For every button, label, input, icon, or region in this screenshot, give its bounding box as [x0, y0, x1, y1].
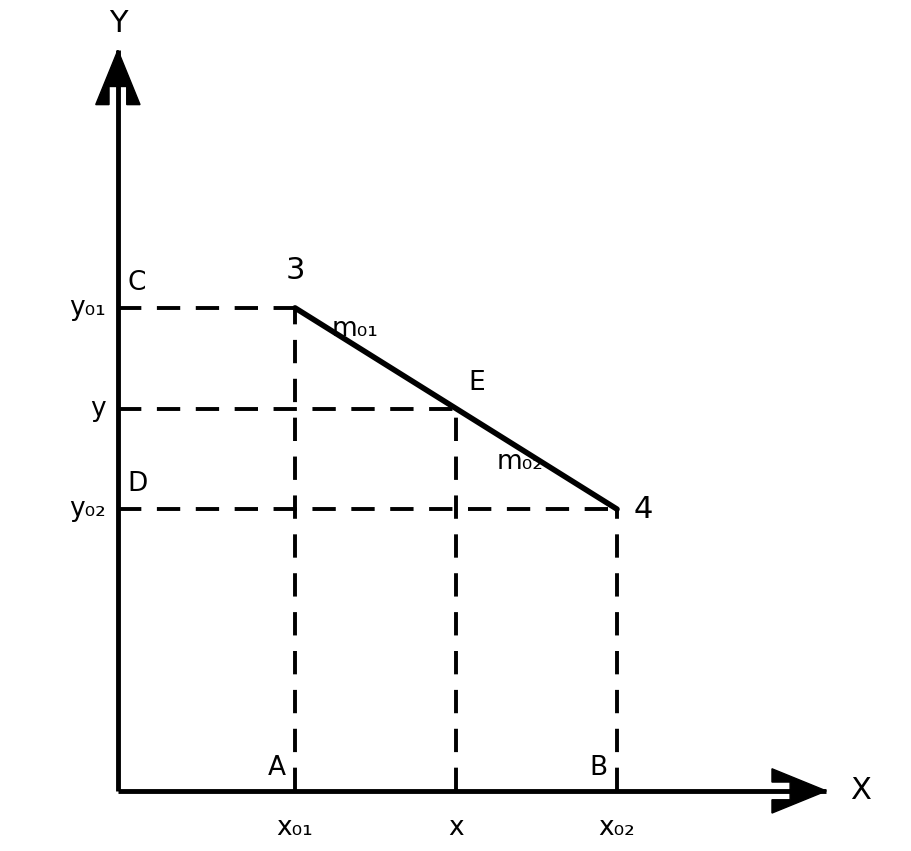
FancyArrow shape — [771, 768, 825, 813]
Text: X: X — [850, 776, 870, 805]
Text: A: A — [267, 755, 285, 781]
Text: x: x — [447, 815, 464, 841]
Text: Y: Y — [108, 9, 127, 38]
Text: y₀₂: y₀₂ — [69, 496, 106, 523]
Text: x₀₂: x₀₂ — [598, 815, 635, 841]
Text: x₀₁: x₀₁ — [276, 815, 313, 841]
Text: D: D — [128, 471, 148, 497]
Text: B: B — [589, 755, 607, 781]
Text: y₀₁: y₀₁ — [69, 295, 106, 321]
FancyArrow shape — [96, 50, 140, 105]
Text: 3: 3 — [285, 256, 304, 285]
Text: m₀₂: m₀₂ — [496, 448, 543, 475]
Text: C: C — [128, 270, 146, 296]
Text: 4: 4 — [632, 494, 651, 523]
Text: y: y — [90, 396, 106, 421]
Text: m₀₁: m₀₁ — [331, 316, 378, 342]
Text: E: E — [467, 370, 484, 397]
